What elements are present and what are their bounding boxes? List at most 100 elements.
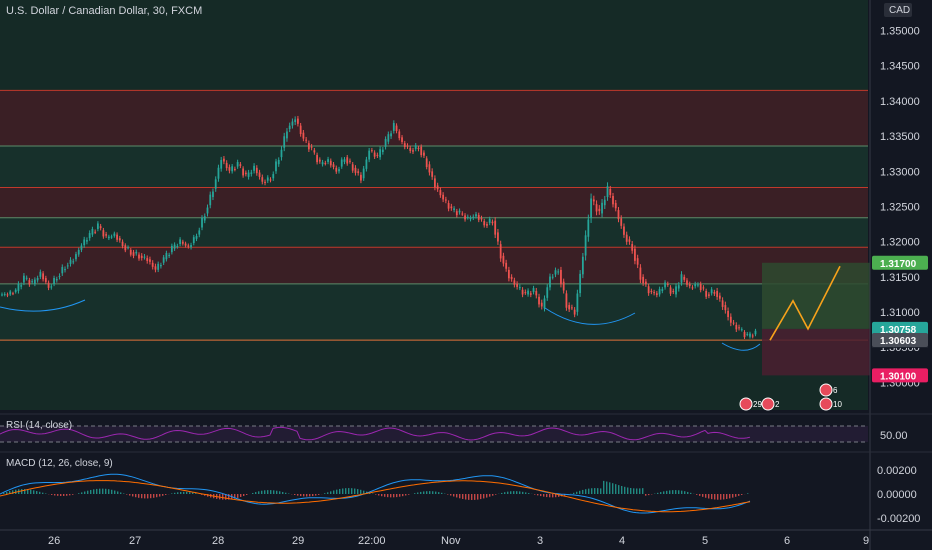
- candle-body-20-0: [165, 252, 168, 260]
- candle-body-3-2: [31, 281, 34, 283]
- candle-body-48-1: [398, 131, 401, 139]
- macd-hist-58: [174, 492, 176, 494]
- candle-body-74-0: [609, 188, 612, 195]
- candle-body-77-2: [639, 267, 642, 280]
- candle-body-33-1: [275, 161, 277, 172]
- candle-body-17-2: [146, 258, 149, 261]
- candle-body-73-2: [606, 186, 609, 198]
- candle-body-86-2: [713, 292, 716, 294]
- candle-body-62-2: [516, 283, 519, 287]
- macd-hist-21: [63, 494, 65, 496]
- stop-price-tag: 1.30100: [880, 371, 917, 382]
- macd-hist-152: [456, 494, 458, 498]
- zone-1: [0, 145, 868, 188]
- macd-hist-169: [507, 491, 509, 494]
- macd-hist-63: [189, 492, 191, 494]
- macd-hist-134: [402, 494, 404, 497]
- price-tick-6: 1.32000: [880, 237, 920, 249]
- candle-body-52-1: [431, 171, 434, 177]
- price-tick-7: 1.31500: [880, 272, 920, 284]
- candle-body-39-0: [321, 162, 324, 165]
- macd-hist-20: [60, 494, 62, 497]
- candle-body-58-2: [483, 221, 486, 226]
- macd-hist-233: [699, 494, 701, 496]
- candle-body-29-0: [239, 164, 242, 166]
- macd-hist-146: [438, 492, 440, 494]
- macd-hist-132: [396, 494, 398, 498]
- candle-body-21-0: [173, 244, 176, 249]
- candle-body-39-1: [324, 163, 327, 165]
- time-axis[interactable]: 26 27 28 29 22:00 Nov 3 4 5 6 9: [48, 535, 869, 547]
- macd-hist-78: [234, 494, 236, 499]
- time-tick-9: 6: [784, 535, 790, 547]
- last-price-tag: 1.30603: [880, 336, 917, 347]
- macd-hist-4: [12, 490, 14, 494]
- candle-body-37-0: [305, 139, 308, 141]
- candle-body-15-2: [129, 249, 132, 255]
- candle-body-66-0: [543, 298, 546, 309]
- macd-hist-106: [318, 494, 320, 495]
- candle-body-53-0: [436, 185, 439, 190]
- macd-hist-143: [429, 491, 431, 494]
- target-price-tag: 1.31700: [880, 259, 917, 270]
- macd-hist-220: [660, 492, 662, 494]
- chart-title: U.S. Dollar / Canadian Dollar, 30, FXCM: [6, 5, 202, 17]
- zone-2: [0, 187, 868, 218]
- candle-body-50-1: [414, 145, 417, 150]
- candle-body-41-0: [338, 169, 340, 172]
- candle-body-33-0: [272, 174, 275, 179]
- candle-body-68-0: [560, 269, 562, 285]
- macd-axis: 0.00200 0.00000 -0.00200: [877, 465, 920, 525]
- price-axis-bg: [870, 0, 932, 550]
- candle-body-18-1: [151, 262, 154, 267]
- arc-right: [721, 342, 761, 351]
- candle-body-72-2: [598, 208, 601, 212]
- candle-body-22-2: [187, 245, 190, 247]
- candle-body-2-1: [20, 285, 23, 287]
- macd-hist-170: [510, 491, 512, 494]
- candle-body-36-0: [297, 118, 299, 124]
- macd-hist-60: [180, 491, 182, 494]
- macd-hist-195: [585, 489, 587, 494]
- time-tick-10: 9: [863, 535, 869, 547]
- macd-hist-129: [387, 494, 389, 498]
- candle-body-25-2: [212, 191, 214, 198]
- macd-pane[interactable]: [0, 473, 751, 514]
- macd-hist-131: [393, 494, 395, 498]
- candle-body-55-2: [458, 210, 461, 213]
- zone-0: [0, 90, 868, 146]
- candle-body-69-1: [571, 307, 573, 309]
- macd-hist-74: [222, 494, 224, 500]
- candle-body-61-0: [502, 255, 505, 264]
- currency-badge[interactable]: [884, 3, 912, 17]
- macd-hist-202: [606, 481, 608, 494]
- price-axis[interactable]: 1.35000 1.34500 1.34000 1.33500 1.33000 1.325…: [880, 26, 920, 390]
- macd-hist-12: [36, 491, 38, 494]
- entry-price-tag: 1.30758: [880, 325, 917, 336]
- macd-hist-36: [108, 489, 110, 494]
- candle-body-42-2: [351, 164, 354, 171]
- candle-body-9-1: [77, 249, 80, 255]
- candle-body-78-2: [647, 286, 650, 294]
- candle-body-11-1: [94, 231, 97, 233]
- candle-body-44-0: [362, 168, 365, 179]
- event-badge-count-2: 6: [833, 386, 838, 395]
- candle-body-68-2: [565, 293, 568, 308]
- macd-hist-140: [420, 491, 422, 494]
- event-badge-icon-2: [819, 383, 833, 397]
- rsi-pane[interactable]: [0, 425, 868, 443]
- price-tick-1: 1.34500: [880, 61, 920, 73]
- entry-price-tag-bg: [872, 321, 928, 336]
- candle-body-31-1: [258, 172, 261, 177]
- candle-body-55-0: [453, 208, 455, 211]
- candle-body-81-0: [666, 283, 669, 285]
- candle-body-81-2: [672, 290, 675, 292]
- candle-body-14-0: [116, 234, 118, 240]
- rsi-line: [0, 426, 751, 441]
- macd-hist-203: [609, 482, 611, 494]
- candle-body-24-2: [203, 216, 206, 221]
- zones-layer: [0, 0, 868, 410]
- macd-hist-43: [129, 494, 131, 496]
- macd-hist-3: [9, 491, 11, 494]
